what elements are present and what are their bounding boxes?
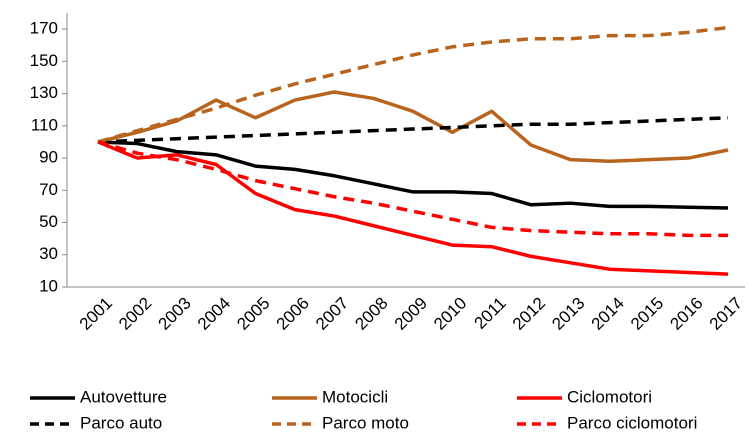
legend-label: Autovetture [80,387,167,406]
x-tick-label: 2015 [627,294,667,334]
legend-label: Parco ciclomotori [567,413,697,432]
x-tick-label: 2010 [430,294,470,334]
legend-label: Parco moto [322,413,409,432]
legend-label: Ciclomotori [567,387,652,406]
x-tick-label: 2007 [312,294,352,334]
x-tick-label: 2002 [115,294,155,334]
x-tick-label: 2009 [391,294,431,334]
y-tick-label: 50 [39,212,58,231]
y-tick-label: 70 [39,180,58,199]
x-tick-label: 2006 [273,294,313,334]
x-tick-label: 2005 [233,294,273,334]
series-line [97,25,729,144]
y-tick-label: 110 [31,115,58,134]
x-tick-label: 2017 [706,294,746,334]
x-tick-label: 2013 [548,294,588,334]
series-line [97,140,728,238]
legend-label: Motocicli [322,387,388,406]
y-tick-label: 10 [39,276,58,295]
x-tick-label: 2016 [666,294,706,334]
y-tick-label: 130 [30,83,58,102]
x-tick-label: 2001 [76,294,116,334]
y-tick-label: 170 [30,19,58,38]
legend-label: Parco auto [80,413,162,432]
y-tick-label: 90 [39,148,58,167]
series-line [97,140,729,210]
x-tick-label: 2012 [509,294,549,334]
y-tick-label: 150 [30,51,58,70]
y-tick-label: 30 [39,244,58,263]
series-line [97,90,729,164]
x-tick-label: 2003 [155,294,195,334]
x-tick-label: 2014 [588,294,628,334]
series-line [97,116,729,144]
x-tick-label: 2004 [194,294,234,334]
series-line [97,140,729,276]
x-tick-label: 2008 [351,294,391,334]
x-tick-label: 2011 [470,294,509,333]
